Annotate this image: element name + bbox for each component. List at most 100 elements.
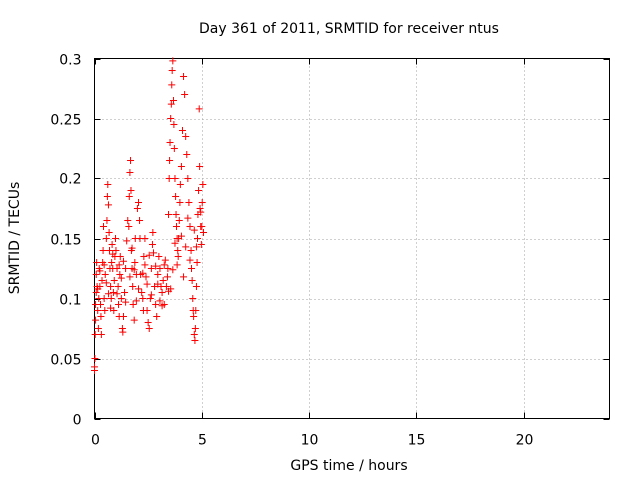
data-point [127,187,135,194]
data-point [163,273,171,281]
data-points [91,57,208,374]
data-point [91,331,99,338]
x-tick-label: 10 [301,433,319,449]
data-point [103,217,111,224]
data-point [110,277,118,284]
data-point [139,269,147,277]
data-point [169,97,177,104]
data-point [104,290,112,298]
data-point [100,261,108,269]
chart-title: Day 361 of 2011, SRMTID for receiver ntu… [199,21,499,37]
data-point [101,271,109,278]
data-point [164,265,172,272]
data-point [115,301,123,308]
data-point [130,266,138,274]
data-point [184,175,192,182]
data-point [133,205,141,212]
data-point [177,232,185,240]
data-point [108,241,116,248]
data-point [127,157,135,164]
data-point [91,355,99,362]
data-point [182,243,190,251]
data-point [100,223,108,230]
data-point [172,193,180,200]
data-point [143,280,151,288]
data-point [122,298,130,306]
data-point [99,247,107,254]
data-point [171,239,179,247]
data-point [143,307,151,314]
data-point [102,235,110,242]
data-point [132,297,140,305]
data-point [138,289,146,296]
data-point [97,331,105,338]
data-point [170,121,178,128]
x-tick-label: 0 [91,433,100,449]
data-point [97,313,105,320]
data-point [124,217,132,224]
data-point [142,273,150,281]
data-point [156,265,164,272]
data-point [94,307,102,314]
data-point [166,139,174,146]
data-point [116,253,124,260]
data-point [149,229,157,236]
data-point [148,241,156,248]
data-point [125,223,133,230]
data-point [198,223,206,230]
data-point [190,313,198,320]
x-tick-label: 20 [516,433,534,449]
data-point [195,105,203,113]
data-point [115,261,123,269]
data-point [190,226,198,234]
data-point [159,277,167,284]
data-point [94,325,102,332]
x-tick-label: 15 [408,433,426,449]
data-point [125,193,133,200]
data-point [92,271,100,278]
data-point [150,249,158,257]
data-point [158,302,166,310]
data-point [152,301,160,308]
data-point [109,289,117,296]
data-point [103,193,111,200]
data-point [139,295,147,302]
data-point [156,297,164,305]
data-point [153,313,161,320]
data-point [180,73,188,80]
data-point [140,253,148,260]
data-point [191,337,199,344]
data-point [141,261,149,269]
data-point [93,259,101,266]
data-point [96,267,104,275]
data-point [161,256,169,264]
data-point [154,271,162,278]
y-tick-label: 0.3 [59,53,81,69]
data-point [192,307,200,314]
data-point [134,285,142,293]
data-point [165,211,173,218]
data-point [97,301,105,308]
data-point [145,325,153,332]
data-point [180,273,188,281]
data-point [122,265,130,272]
data-point [183,151,191,158]
data-point [131,259,139,266]
data-point [112,235,120,242]
data-point [98,277,106,284]
data-point [145,251,153,259]
data-point [155,253,163,260]
data-point [198,199,206,206]
data-point [107,283,115,290]
data-point [167,100,175,108]
x-axis-label: GPS time / hours [290,458,407,474]
data-point [190,331,198,338]
data-point [123,237,131,245]
x-tick-label: 5 [198,433,207,449]
data-point [178,127,186,134]
data-point [177,163,185,170]
data-point [112,247,120,254]
data-point [172,211,180,218]
data-point [187,265,195,272]
